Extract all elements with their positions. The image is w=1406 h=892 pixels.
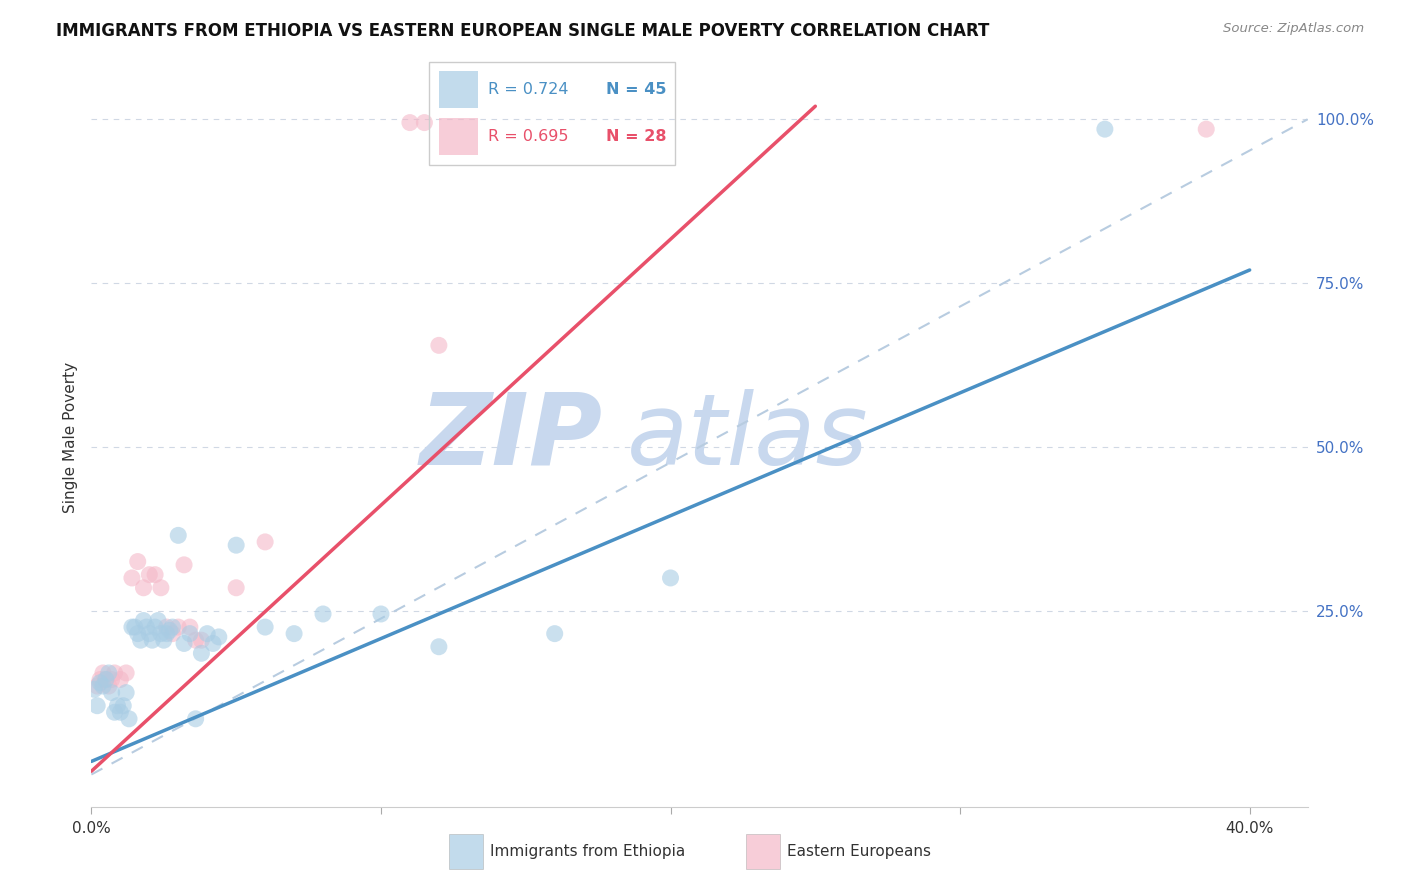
Point [190,646,212,660]
Point [138,626,160,640]
Point [1094,122,1116,136]
Point [143,567,166,582]
Point [225,538,247,552]
Point [167,528,190,542]
Text: R = 0.695: R = 0.695 [488,128,568,144]
Point [146,614,169,628]
Y-axis label: Single Male Poverty: Single Male Poverty [63,361,79,513]
Point [195,626,218,640]
Point [254,535,277,549]
Text: ZIP: ZIP [419,389,602,485]
Point [544,626,567,640]
Bar [747,834,780,869]
Point [225,581,247,595]
Point [86,698,108,713]
Point [659,571,682,585]
Point [107,698,129,713]
Point [413,115,436,129]
Point [91,679,114,693]
Point [208,630,231,644]
Point [110,673,132,687]
Point [427,338,450,352]
Text: IMMIGRANTS FROM ETHIOPIA VS EASTERN EUROPEAN SINGLE MALE POVERTY CORRELATION CHA: IMMIGRANTS FROM ETHIOPIA VS EASTERN EURO… [56,22,990,40]
Text: Source: ZipAtlas.com: Source: ZipAtlas.com [1223,22,1364,36]
Point [427,640,450,654]
Point [190,633,212,648]
Point [184,712,207,726]
Point [118,712,141,726]
Point [1195,122,1218,136]
Point [97,665,120,680]
Point [156,626,179,640]
Point [89,673,111,687]
Point [162,620,184,634]
Point [103,705,125,719]
Point [115,665,138,680]
Point [94,673,117,687]
Point [89,675,111,690]
Point [127,626,149,640]
Bar [439,118,478,155]
Point [103,665,125,680]
Point [94,673,117,687]
Point [83,682,105,697]
Bar [450,834,484,869]
Point [399,115,422,129]
Point [100,685,122,699]
Point [112,698,135,713]
Point [152,633,174,648]
Point [156,620,179,634]
Point [115,685,138,699]
Point [162,626,184,640]
Point [129,633,152,648]
Point [124,620,146,634]
Text: N = 28: N = 28 [606,128,666,144]
Point [312,607,335,621]
Point [173,558,195,572]
Point [370,607,392,621]
Point [283,626,305,640]
Point [135,620,157,634]
Text: N = 45: N = 45 [606,81,666,96]
Bar [439,70,478,108]
Point [202,636,225,650]
Point [132,581,155,595]
Point [86,679,108,693]
Point [121,620,143,634]
Point [141,633,163,648]
Point [159,624,181,638]
Point [110,705,132,719]
Point [91,665,114,680]
Point [184,633,207,648]
Point [132,614,155,628]
Point [97,679,120,693]
Text: Immigrants from Ethiopia: Immigrants from Ethiopia [489,844,685,859]
Point [149,626,172,640]
Text: atlas: atlas [627,389,868,485]
Point [149,581,172,595]
Point [100,673,122,687]
Point [179,626,201,640]
Point [143,620,166,634]
Point [127,555,149,569]
Text: Eastern Europeans: Eastern Europeans [786,844,931,859]
Point [254,620,277,634]
Point [179,620,201,634]
Text: R = 0.724: R = 0.724 [488,81,568,96]
Point [167,620,190,634]
Point [121,571,143,585]
Point [138,567,160,582]
Point [173,636,195,650]
